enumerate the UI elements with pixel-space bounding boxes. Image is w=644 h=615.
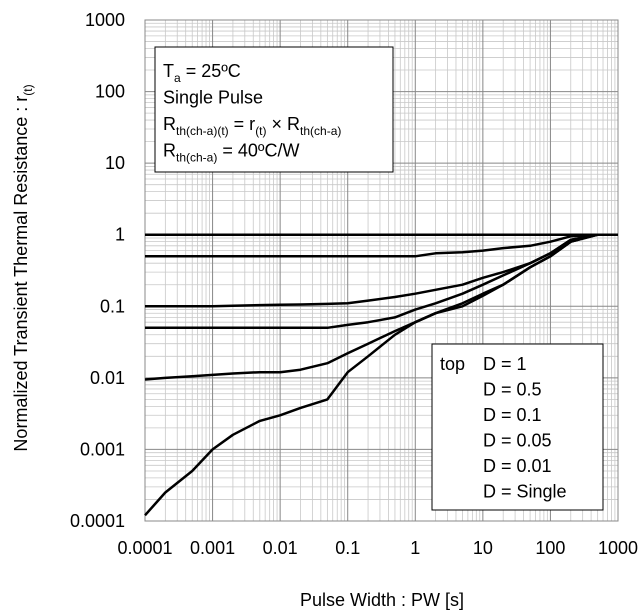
- x-tick-label: 0.01: [263, 538, 298, 558]
- annotation: Single Pulse: [163, 88, 263, 108]
- text-segment: = r: [229, 114, 256, 134]
- series-line: [145, 233, 618, 258]
- series-line: [145, 233, 618, 330]
- y-tick-label: 100: [95, 82, 125, 102]
- y-tick-label: 1000: [85, 10, 125, 30]
- labels: 0.0001 0.001 0.01 0.1 1 10 100 1000 0.0001 0.001 0…: [11, 10, 638, 610]
- text-segment: R: [163, 141, 176, 161]
- text-segment: Single Pulse: [163, 88, 263, 108]
- legend-entry: D = Single: [483, 482, 567, 502]
- legend-entry: D = 0.1: [483, 405, 542, 425]
- annotation: Rth(ch-a) = 40ºC/W: [163, 141, 299, 165]
- text-segment: Normalized Transient Thermal Resistance …: [11, 96, 31, 452]
- subscript: th(ch-a)(t): [176, 124, 229, 138]
- x-tick-label: 0.001: [190, 538, 235, 558]
- x-tick-label: 0.0001: [117, 538, 172, 558]
- y-tick-label: 0.01: [90, 368, 125, 388]
- y-tick-label: 0.1: [100, 296, 125, 316]
- x-tick-label: 1000: [598, 538, 638, 558]
- annotation: Ta = 25ºC: [163, 61, 241, 85]
- text-segment: = 25ºC: [181, 61, 241, 81]
- subscript: a: [174, 71, 181, 85]
- legend-entry: D = 0.05: [483, 431, 552, 451]
- text-segment: Pulse Width : PW [s]: [300, 590, 464, 610]
- x-axis-title: Pulse Width : PW [s]: [300, 590, 464, 610]
- x-tick-label: 10: [473, 538, 493, 558]
- text-segment: = 40ºC/W: [217, 141, 299, 161]
- y-tick-label: 10: [105, 153, 125, 173]
- text-segment: R: [163, 114, 176, 134]
- legend-title: top: [440, 354, 465, 374]
- legend-entry: D = 0.01: [483, 456, 552, 476]
- annotation: Rth(ch-a)(t) = r(t) × Rth(ch-a): [163, 114, 341, 138]
- x-tick-label: 1: [410, 538, 420, 558]
- series-line: [144, 233, 618, 517]
- y-tick-label: 0.0001: [70, 511, 125, 531]
- subscript: th(ch-a): [176, 150, 217, 164]
- text-segment: T: [163, 61, 174, 81]
- subscript: th(ch-a): [300, 124, 341, 138]
- legend-entry: D = 1: [483, 354, 527, 374]
- plot-frame: [144, 19, 619, 522]
- legend-box: [431, 343, 604, 511]
- subscript: (t): [255, 124, 266, 138]
- subscript: (t): [21, 84, 35, 95]
- x-tick-label: 100: [535, 538, 565, 558]
- y-axis-title: Normalized Transient Thermal Resistance …: [11, 84, 35, 451]
- y-tick-label: 0.001: [80, 439, 125, 459]
- text-segment: × R: [267, 114, 301, 134]
- annotation-box: [154, 46, 394, 173]
- y-tick-label: 1: [115, 225, 125, 245]
- lines: [144, 233, 618, 517]
- x-tick-label: 0.1: [335, 538, 360, 558]
- legend-entry: D = 0.5: [483, 380, 542, 400]
